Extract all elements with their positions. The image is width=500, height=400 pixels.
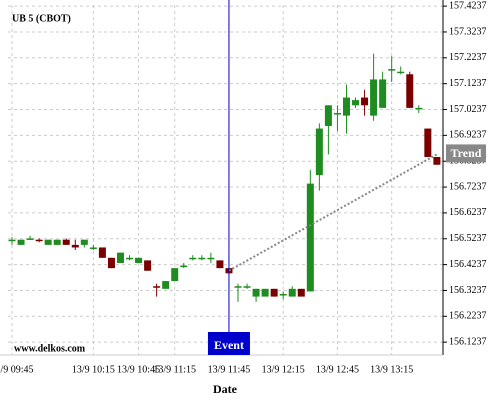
- candle-body: [216, 260, 224, 269]
- candle-body: [415, 107, 423, 110]
- candle-body: [153, 286, 161, 288]
- y-tick-label: 156.1237: [449, 336, 487, 347]
- y-tick-label: 157.1237: [449, 78, 487, 89]
- y-tick-label: 156.9237: [449, 130, 487, 141]
- event-label: Event: [214, 338, 244, 352]
- candle-body: [361, 97, 369, 106]
- candle-body: [270, 288, 278, 297]
- candle-body: [98, 247, 106, 258]
- candle-body: [80, 239, 88, 245]
- event-label-box: [207, 332, 250, 355]
- candle-body: [279, 293, 287, 296]
- y-tick-label: 156.3237: [449, 285, 487, 296]
- candle-body: [35, 239, 43, 242]
- candle-body: [306, 183, 314, 292]
- candle-body: [8, 239, 16, 242]
- candle-body: [44, 239, 52, 245]
- candle-body: [388, 69, 396, 71]
- candle-body: [144, 260, 152, 271]
- x-tick-label: 13/9 11:15: [153, 364, 196, 375]
- x-tick-label: 13/9 10:15: [72, 364, 115, 375]
- candle-body: [352, 100, 360, 106]
- candle-body: [379, 79, 387, 108]
- candle-body: [162, 281, 170, 289]
- x-tick-label: 13/9 13:15: [370, 364, 413, 375]
- candle-body: [397, 71, 405, 74]
- candle-body: [406, 74, 414, 108]
- candle-body: [53, 239, 61, 245]
- y-tick-label: 156.7237: [449, 181, 487, 192]
- candle-body: [234, 286, 242, 288]
- y-tick-label: 156.4237: [449, 259, 487, 270]
- candle-body: [297, 288, 305, 297]
- candle-body: [333, 113, 341, 115]
- candle-body: [243, 286, 251, 288]
- candle-body: [107, 257, 115, 269]
- x-tick-label: 13/9 10:45: [117, 364, 160, 375]
- candle-body: [17, 239, 25, 245]
- trend-label-box: [446, 144, 486, 163]
- y-tick-label: 157.0237: [449, 104, 487, 115]
- candle-body: [89, 247, 97, 249]
- candle-body: [71, 244, 79, 248]
- candle-body: [324, 105, 332, 126]
- candle-body: [315, 128, 323, 176]
- candle-body: [62, 239, 70, 245]
- y-tick-label: 156.6237: [449, 207, 487, 218]
- candle-body: [433, 156, 441, 165]
- candle-body: [171, 268, 179, 282]
- x-tick-label: 13/9 11:45: [208, 364, 251, 375]
- y-tick-label: 157.2237: [449, 52, 487, 63]
- candle-body: [252, 288, 260, 297]
- candle-body: [288, 288, 296, 297]
- candle-body: [261, 288, 269, 297]
- x-tick-label: 13/9 12:45: [316, 364, 359, 375]
- y-tick-label: 157.3237: [449, 26, 487, 37]
- candle-body: [198, 257, 206, 260]
- candle-body: [180, 265, 188, 268]
- candle-body: [189, 257, 197, 260]
- candle-body: [126, 257, 134, 260]
- x-tick-label: 13/9 09:45: [0, 364, 34, 375]
- candle-body: [116, 252, 124, 263]
- candle-body: [135, 257, 143, 263]
- candle-body: [370, 79, 378, 116]
- x-axis-label: Date: [213, 382, 238, 396]
- x-tick-label: 13/9 12:15: [262, 364, 305, 375]
- watermark: www.delkos.com: [14, 343, 86, 354]
- chart-title: UB 5 (CBOT): [12, 13, 71, 24]
- y-tick-label: 157.4237: [449, 0, 487, 11]
- trend-label: Trend: [451, 146, 482, 160]
- y-tick-label: 156.2237: [449, 311, 487, 322]
- y-tick-label: 156.5237: [449, 233, 487, 244]
- candle-body: [342, 97, 350, 116]
- candle-body: [26, 238, 34, 240]
- candle-body: [207, 257, 215, 260]
- candle-body: [424, 128, 432, 157]
